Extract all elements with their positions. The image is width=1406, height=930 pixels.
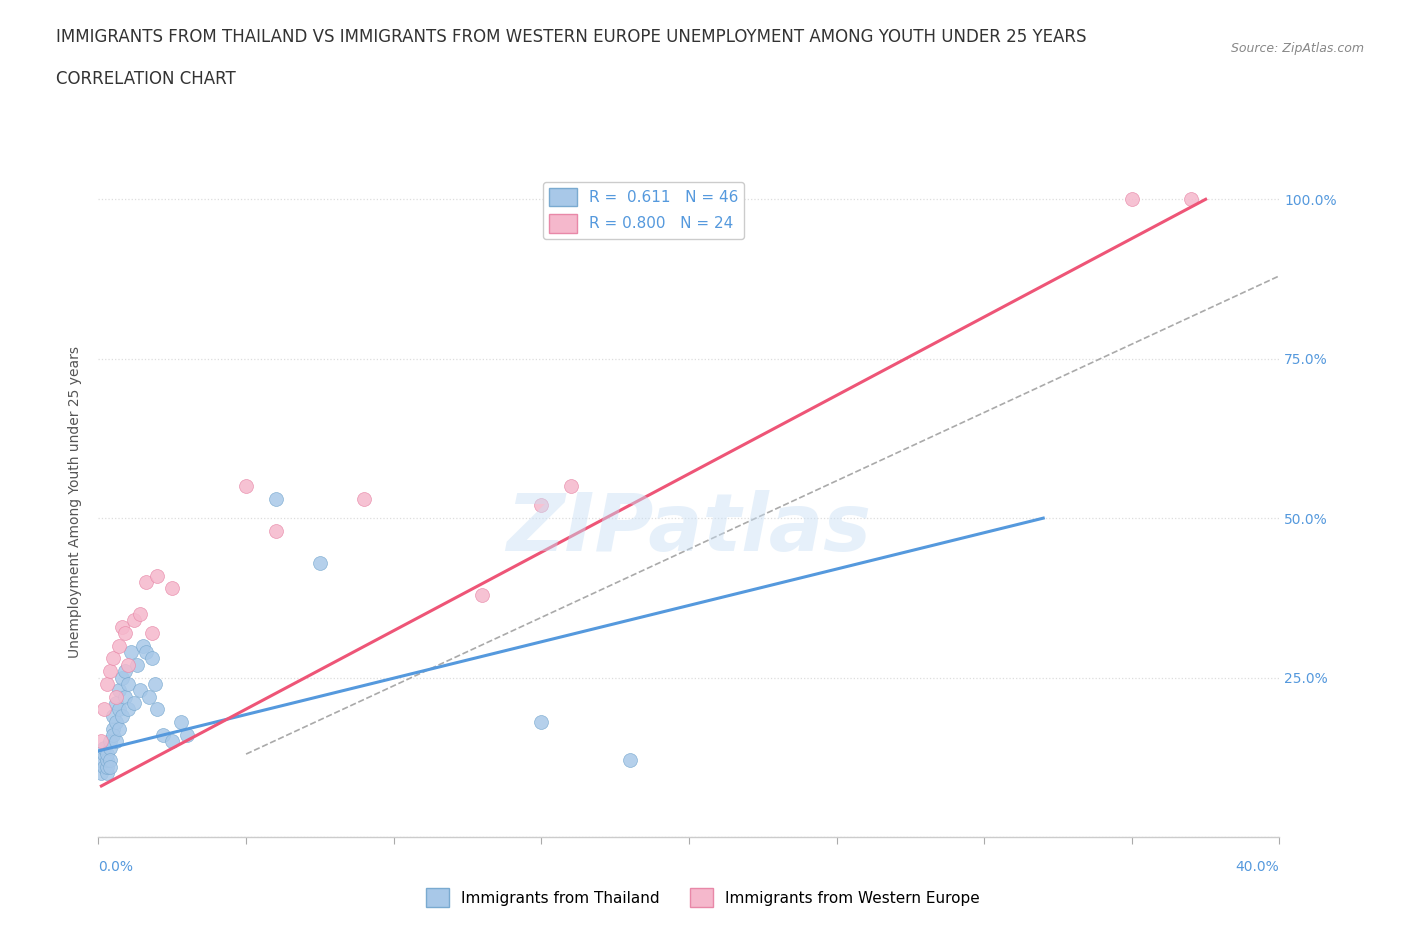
Point: [108, 702, 131, 717]
Point: [143, 676, 166, 691]
Point: [98, 664, 121, 679]
Point: [132, 638, 155, 653]
Point: [530, 498, 553, 512]
Point: [96, 765, 118, 780]
Point: [93, 740, 115, 755]
Point: [122, 613, 145, 628]
Text: 0.0%: 0.0%: [98, 860, 134, 874]
Legend: R =  0.611   N = 46, R = 0.800   N = 24: R = 0.611 N = 46, R = 0.800 N = 24: [543, 181, 744, 239]
Point: [108, 683, 131, 698]
Point: [619, 753, 641, 768]
Text: CORRELATION CHART: CORRELATION CHART: [56, 70, 236, 87]
Point: [176, 727, 198, 742]
Point: [103, 709, 125, 724]
Point: [309, 555, 332, 570]
Point: [105, 734, 128, 749]
Point: [108, 638, 131, 653]
Point: [111, 709, 134, 724]
Point: [1180, 192, 1202, 206]
Point: [530, 715, 553, 730]
Point: [111, 671, 134, 685]
Point: [170, 715, 193, 730]
Point: [128, 606, 150, 621]
Point: [1121, 192, 1143, 206]
Point: [141, 651, 163, 666]
Text: Source: ZipAtlas.com: Source: ZipAtlas.com: [1230, 42, 1364, 55]
Point: [117, 702, 139, 717]
Point: [353, 492, 375, 507]
Point: [128, 683, 150, 698]
Text: 40.0%: 40.0%: [1236, 860, 1279, 874]
Point: [93, 702, 115, 717]
Point: [125, 658, 148, 672]
Point: [235, 479, 257, 494]
Point: [108, 721, 131, 736]
Point: [114, 664, 136, 679]
Legend: Immigrants from Thailand, Immigrants from Western Europe: Immigrants from Thailand, Immigrants fro…: [420, 883, 986, 913]
Point: [117, 658, 139, 672]
Point: [103, 721, 125, 736]
Point: [135, 644, 157, 659]
Point: [560, 479, 582, 494]
Point: [98, 760, 121, 775]
Point: [117, 676, 139, 691]
Point: [96, 760, 118, 775]
Point: [90, 753, 112, 768]
Point: [471, 587, 494, 602]
Point: [120, 644, 142, 659]
Text: ZIPatlas: ZIPatlas: [506, 490, 872, 568]
Point: [135, 575, 157, 590]
Point: [96, 747, 118, 762]
Point: [122, 696, 145, 711]
Point: [98, 734, 121, 749]
Point: [264, 492, 287, 507]
Text: IMMIGRANTS FROM THAILAND VS IMMIGRANTS FROM WESTERN EUROPE UNEMPLOYMENT AMONG YO: IMMIGRANTS FROM THAILAND VS IMMIGRANTS F…: [56, 28, 1087, 46]
Point: [96, 753, 118, 768]
Point: [93, 747, 115, 762]
Point: [141, 626, 163, 641]
Point: [138, 689, 160, 704]
Point: [162, 734, 183, 749]
Point: [103, 651, 125, 666]
Point: [105, 696, 128, 711]
Point: [96, 676, 118, 691]
Point: [103, 727, 125, 742]
Point: [152, 727, 174, 742]
Point: [90, 765, 112, 780]
Point: [114, 689, 136, 704]
Point: [90, 734, 112, 749]
Point: [105, 715, 128, 730]
Point: [264, 524, 287, 538]
Point: [146, 702, 169, 717]
Point: [98, 753, 121, 768]
Point: [93, 760, 115, 775]
Point: [146, 568, 169, 583]
Point: [98, 740, 121, 755]
Point: [162, 581, 183, 596]
Point: [105, 689, 128, 704]
Point: [111, 619, 134, 634]
Y-axis label: Unemployment Among Youth under 25 years: Unemployment Among Youth under 25 years: [69, 346, 83, 658]
Point: [114, 626, 136, 641]
